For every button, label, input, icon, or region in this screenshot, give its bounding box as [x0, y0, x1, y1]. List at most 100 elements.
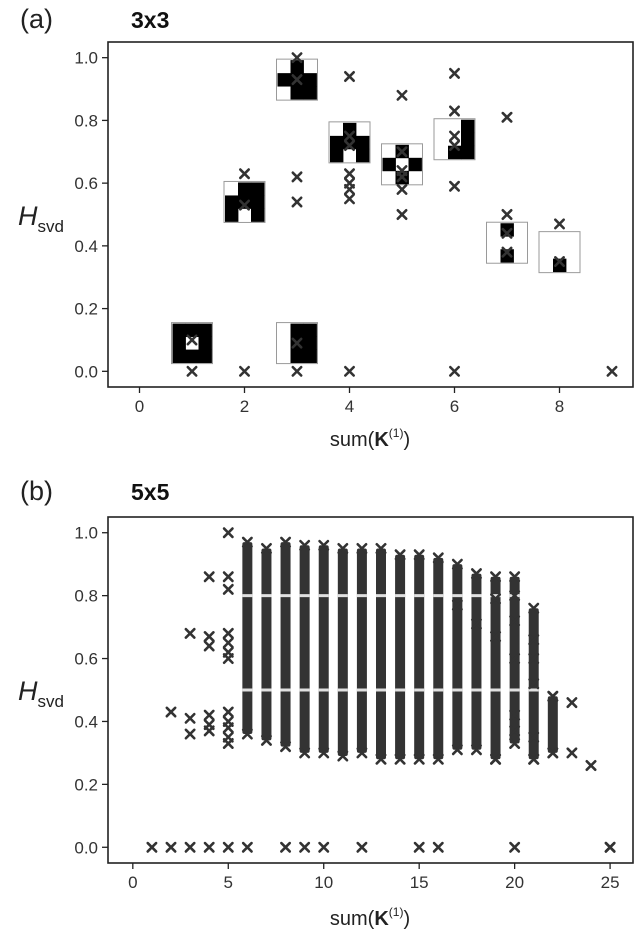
data-point — [222, 706, 234, 718]
kernel-glyph — [171, 322, 213, 365]
panel-a-y-ticks: 0.0 0.2 0.4 0.6 0.8 1.0 — [74, 49, 108, 381]
data-point — [394, 549, 406, 561]
data-point — [413, 549, 425, 561]
dense-column — [451, 558, 463, 756]
data-point — [239, 168, 250, 180]
data-point — [413, 753, 425, 765]
dense-column — [337, 542, 349, 762]
panel-b-frame — [107, 516, 634, 864]
panel-b-x-label-bold: K — [374, 908, 389, 930]
panel-b-dense-columns — [241, 536, 559, 765]
kernel-glyph — [223, 180, 266, 223]
data-point — [356, 841, 368, 853]
data-point — [501, 209, 513, 220]
data-point — [375, 542, 387, 554]
data-point — [291, 74, 303, 86]
data-point — [165, 841, 177, 853]
y-tick-label: 0.6 — [74, 174, 98, 193]
data-point — [451, 744, 463, 756]
panel-b-y-ticks: 0.0 0.2 0.4 0.6 0.8 1.0 — [74, 524, 108, 857]
panel-a-letter: (a) — [20, 4, 53, 34]
x-tick-label: 8 — [555, 397, 564, 416]
dense-column — [280, 536, 292, 753]
data-point — [318, 539, 330, 551]
kernel-glyph — [538, 231, 581, 274]
panel-b-y-label-main: H — [18, 676, 38, 706]
data-point — [337, 750, 349, 762]
data-point — [146, 841, 158, 853]
y-tick-label: 0.2 — [74, 775, 98, 794]
data-point — [343, 365, 356, 377]
data-point — [203, 640, 215, 652]
data-point — [165, 706, 177, 718]
data-point — [356, 542, 368, 554]
x-tick-label: 25 — [601, 873, 620, 892]
data-point — [566, 747, 578, 759]
data-point — [260, 734, 272, 746]
data-point — [490, 593, 502, 605]
data-point — [241, 841, 253, 853]
dense-column — [356, 542, 368, 759]
data-point — [448, 130, 461, 142]
data-point — [222, 637, 234, 649]
data-point — [528, 753, 540, 765]
panel-a-y-label-main: H — [18, 201, 38, 231]
data-point — [509, 590, 521, 602]
data-point — [299, 841, 311, 853]
y-tick-label: 1.0 — [74, 49, 98, 68]
x-tick-label: 20 — [505, 873, 524, 892]
data-point — [222, 653, 234, 665]
panel-a-x-label-bold: K — [374, 429, 389, 451]
data-point — [343, 193, 356, 205]
data-point — [203, 725, 215, 737]
data-point — [186, 365, 198, 377]
panel-b-x-ticks: 0 5 10 15 20 25 — [128, 863, 620, 892]
data-point — [343, 71, 356, 82]
data-point — [448, 140, 461, 151]
x-tick-label: 15 — [410, 873, 429, 892]
data-point — [432, 841, 444, 853]
data-point — [184, 712, 196, 724]
panel-a-markers — [186, 52, 618, 377]
dense-column — [260, 542, 272, 746]
data-point — [528, 678, 540, 690]
y-tick-label: 0.4 — [74, 237, 98, 256]
data-point — [222, 627, 234, 639]
data-point — [509, 615, 521, 627]
data-point — [318, 747, 330, 759]
panel-a-y-axis-label: Hsvd — [18, 201, 64, 236]
data-point — [343, 168, 356, 180]
data-point — [291, 196, 303, 208]
dense-column — [394, 549, 406, 765]
x-tick-label: 0 — [135, 397, 144, 416]
data-point — [509, 709, 521, 721]
panel-b-y-label-sub: svd — [38, 692, 64, 711]
data-point — [241, 728, 253, 740]
data-point — [396, 209, 408, 220]
data-point — [528, 634, 540, 646]
data-point — [241, 536, 253, 548]
data-point — [509, 841, 521, 853]
data-point — [203, 571, 215, 583]
dense-column — [318, 539, 330, 759]
panel-a-x-label-prefix: sum( — [330, 429, 375, 451]
data-point — [280, 536, 292, 548]
data-point — [470, 618, 482, 630]
y-tick-label: 0.4 — [74, 712, 98, 731]
dense-column — [413, 549, 425, 765]
data-point — [606, 365, 618, 377]
data-point — [553, 256, 566, 268]
panel-b-x-label-sup: (1) — [389, 905, 404, 919]
kernel-glyph — [433, 118, 476, 161]
data-point — [184, 841, 196, 853]
data-point — [528, 602, 540, 614]
data-point — [184, 627, 196, 639]
data-point — [432, 552, 444, 564]
panel-a-x-label-suffix: ) — [403, 429, 410, 451]
x-tick-label: 6 — [450, 397, 459, 416]
data-point — [203, 709, 215, 721]
data-point — [396, 183, 408, 195]
data-point — [396, 171, 408, 183]
data-point — [451, 558, 463, 570]
